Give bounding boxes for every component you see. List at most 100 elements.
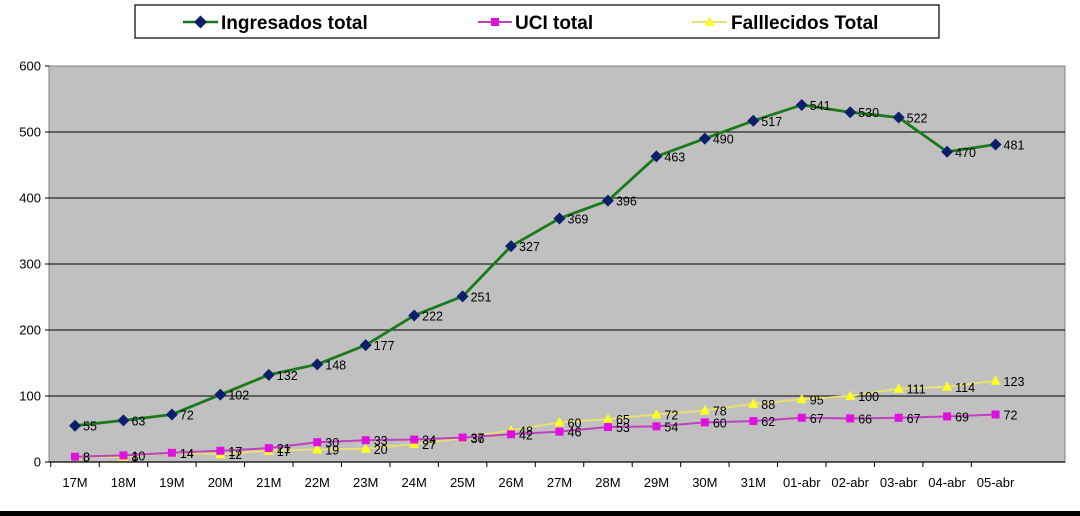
triangle-marker [893, 383, 904, 393]
square-marker [458, 433, 467, 442]
data-label: 530 [858, 106, 879, 120]
diamond-marker [650, 150, 663, 163]
data-label: 102 [228, 389, 249, 403]
y-tick-label: 500 [19, 125, 41, 140]
diamond-marker [892, 111, 905, 124]
y-axis: 0 100 200 300 400 500 600 [19, 59, 49, 470]
data-label: 12 [228, 448, 242, 462]
data-label: 33 [374, 434, 388, 448]
x-tick-label: 17M [62, 475, 87, 490]
triangle-marker [990, 375, 1001, 385]
data-label: 37 [471, 432, 485, 446]
x-axis: 17M 18M 19M 20M 21M 22M 23M 24M 25M 26M 27M 28M 29M 3… [49, 461, 1065, 490]
series-1: 8 10 14 17 21 30 33 34 37 42 46 53 54 60 62 67 66 67 69 72 [71, 408, 1018, 465]
x-tick-label: 25M [450, 475, 475, 490]
triangle-marker [360, 443, 371, 453]
x-tick-label: 18M [111, 475, 136, 490]
data-label: 60 [568, 416, 582, 430]
data-label: 470 [955, 146, 976, 160]
y-tick-label: 600 [19, 59, 41, 74]
x-tick-label: 27M [547, 475, 572, 490]
diamond-marker [165, 408, 178, 421]
y-tick-label: 0 [34, 455, 41, 470]
data-label: 72 [664, 408, 678, 422]
data-label: 132 [277, 369, 298, 383]
triangle-marker [796, 393, 807, 404]
y-tick-label: 200 [19, 323, 41, 338]
data-label: 60 [713, 416, 727, 430]
x-tick-label: 31M [741, 475, 766, 490]
diamond-marker [747, 114, 760, 127]
data-label: 8 [83, 451, 90, 465]
triangle-marker [845, 390, 856, 400]
data-label: 53 [616, 421, 630, 435]
data-label: 95 [810, 393, 824, 407]
square-marker [264, 444, 273, 453]
diamond-marker [601, 194, 614, 207]
data-label: 251 [471, 290, 492, 304]
data-label: 78 [713, 405, 727, 419]
data-label: 17 [277, 445, 291, 459]
data-label: 517 [761, 115, 782, 129]
x-tick-label: 30M [692, 475, 717, 490]
data-label: 66 [858, 412, 872, 426]
data-label: 369 [568, 212, 589, 226]
legend: Ingresados total UCI total Falllecidos T… [134, 4, 940, 39]
x-tick-label: 26M [498, 475, 523, 490]
series-line [75, 379, 996, 458]
diamond-marker [117, 414, 130, 427]
legend-item-fallecidos: Falllecidos Total [692, 13, 878, 34]
square-marker [846, 414, 855, 423]
square-marker [410, 435, 419, 444]
square-marker [991, 410, 1000, 419]
x-tick-label: 05-abr [977, 475, 1015, 490]
x-tick-label: 01-abr [783, 475, 821, 490]
diamond-marker [989, 138, 1002, 151]
data-label: 10 [131, 449, 145, 463]
gridlines [49, 131, 1065, 397]
diamond-marker [359, 339, 372, 352]
legend-box [134, 4, 940, 39]
data-label: 34 [422, 434, 436, 448]
square-marker [749, 417, 758, 426]
series-line [74, 103, 996, 428]
square-marker [894, 413, 903, 422]
data-label: 67 [810, 412, 824, 426]
x-tick-label: 24M [402, 475, 427, 490]
square-marker [700, 418, 709, 427]
data-label: 20 [374, 443, 388, 457]
triangle-marker [602, 413, 613, 424]
x-tick-label: 02-abr [831, 475, 869, 490]
y-tick-label: 400 [19, 191, 41, 206]
square-marker [119, 451, 128, 460]
bottom-border [0, 511, 1080, 516]
square-marker [313, 438, 322, 447]
legend-diamond-icon [194, 15, 207, 29]
triangle-marker [312, 443, 323, 454]
legend-triangle-icon [704, 16, 715, 26]
diamond-marker [214, 388, 227, 401]
data-label: 62 [761, 415, 775, 429]
data-label: 63 [131, 414, 145, 428]
data-label: 55 [83, 420, 97, 434]
data-label: 42 [519, 428, 533, 442]
data-label: 54 [664, 420, 678, 434]
square-marker [555, 427, 564, 436]
diamond-marker [844, 106, 857, 119]
x-tick-label: 28M [595, 475, 620, 490]
square-marker [943, 412, 952, 421]
data-label: 72 [1004, 408, 1018, 422]
square-marker [797, 413, 806, 422]
data-label: 123 [1004, 375, 1025, 389]
data-label: 30 [325, 436, 339, 450]
data-label: 111 [907, 383, 926, 397]
diamond-marker [456, 290, 469, 303]
data-label: 14 [180, 447, 194, 461]
square-marker [507, 430, 516, 439]
data-label: 17 [228, 445, 242, 459]
diamond-marker [553, 212, 566, 225]
triangle-marker [651, 408, 662, 419]
data-label: 541 [810, 99, 831, 113]
x-tick-label: 19M [159, 475, 184, 490]
